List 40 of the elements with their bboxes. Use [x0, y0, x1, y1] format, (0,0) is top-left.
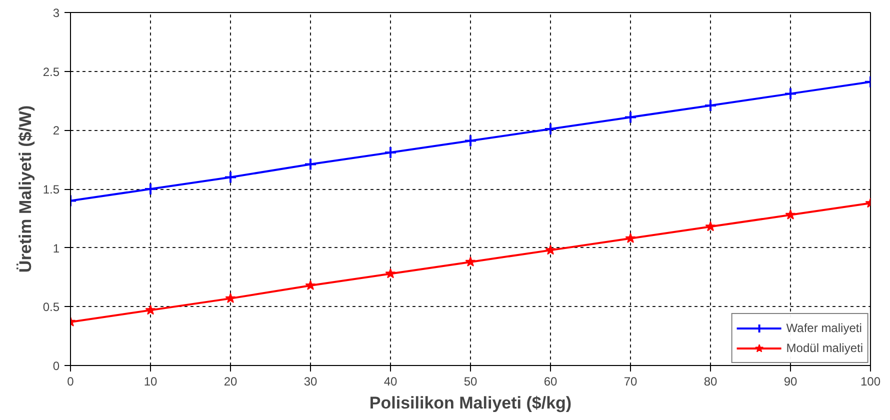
legend-label: Modül maliyeti — [786, 341, 863, 355]
x-tick-label: 60 — [544, 374, 558, 388]
point — [624, 110, 637, 124]
point — [385, 268, 396, 278]
x-tick-label: 20 — [224, 374, 238, 388]
y-tick-label: 1 — [52, 241, 60, 256]
legend-label: Wafer maliyeti — [786, 321, 862, 335]
x-tick-label: 40 — [384, 374, 398, 388]
point — [145, 304, 156, 315]
x-tick-label: 50 — [464, 374, 478, 388]
y-tick-label: 0 — [52, 359, 60, 373]
point — [305, 280, 316, 290]
point — [384, 146, 397, 160]
x-tick-label: 30 — [304, 374, 318, 388]
y-tick-label: 1.5 — [42, 182, 60, 196]
y-axis-title: Üretim Maliyeti ($/W) — [16, 105, 35, 273]
x-tick-label: 0 — [67, 374, 74, 388]
point — [465, 256, 476, 266]
point — [225, 292, 236, 303]
x-tick-label: 80 — [704, 374, 718, 388]
x-tick-label: 90 — [784, 374, 798, 388]
point — [625, 232, 636, 243]
point — [705, 221, 716, 232]
point — [304, 158, 317, 171]
x-axis-title: Polisilikon Maliyeti ($/kg) — [369, 394, 572, 412]
y-tick-label: 3 — [52, 6, 60, 20]
point — [784, 87, 797, 100]
x-tick-label: 10 — [144, 374, 158, 388]
point — [464, 134, 477, 148]
point — [224, 170, 237, 184]
y-tick-label: 2.5 — [42, 64, 60, 79]
point — [785, 209, 796, 220]
y-tick-label: 2 — [52, 124, 60, 138]
point — [544, 122, 557, 136]
point — [704, 98, 717, 112]
point — [144, 182, 157, 196]
y-tick-label: 0.5 — [42, 300, 60, 314]
x-tick-label: 70 — [624, 374, 638, 388]
point — [545, 244, 556, 255]
x-tick-label: 100 — [860, 374, 881, 388]
